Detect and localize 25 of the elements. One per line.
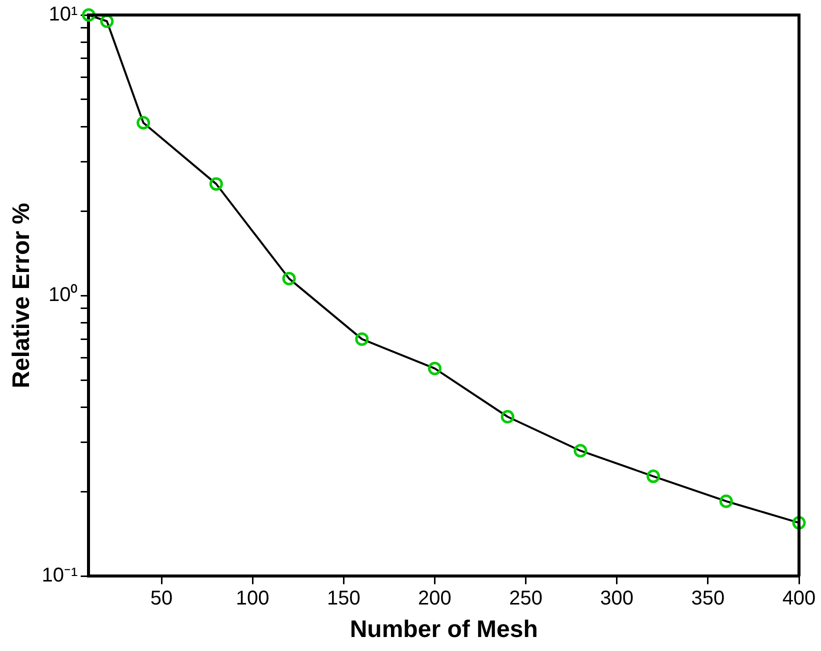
x-tick-label: 300	[600, 588, 634, 610]
point	[719, 494, 733, 508]
point	[136, 116, 150, 130]
point	[574, 444, 588, 458]
x-tick-label: 400	[782, 588, 816, 610]
x-tick-label: 150	[326, 588, 360, 610]
x-tick-label: 50	[150, 588, 173, 610]
y-tick-label: 10⁻¹	[42, 564, 78, 587]
point	[500, 410, 514, 424]
point	[428, 362, 442, 376]
point	[282, 272, 296, 286]
point	[209, 177, 223, 191]
y-tick-label: 10¹	[48, 4, 78, 26]
point	[100, 14, 114, 28]
x-tick-label: 200	[418, 588, 452, 610]
x-tick-label: 250	[509, 588, 542, 610]
point	[792, 516, 806, 530]
point	[355, 332, 369, 346]
point	[646, 470, 660, 484]
x-axis-title: Number of Mesh	[350, 616, 538, 644]
y-tick-label: 10⁰	[48, 283, 78, 306]
y-axis-title: Relative Error %	[8, 202, 36, 388]
point	[82, 8, 96, 22]
x-tick-label: 100	[236, 588, 270, 610]
x-tick-label: 350	[691, 588, 725, 610]
